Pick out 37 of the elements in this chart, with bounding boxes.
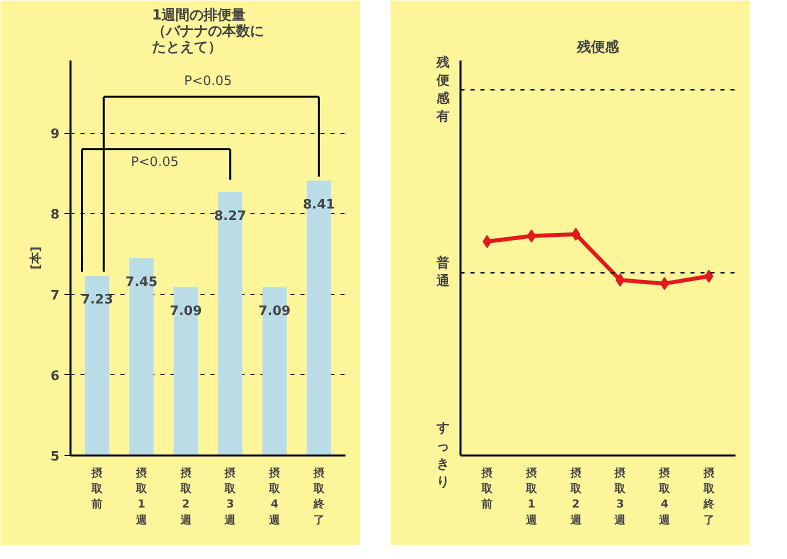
x-tick-label: 摂取3週 — [614, 466, 627, 526]
ref-line-label: 普通 — [436, 255, 450, 290]
x-tick-label: 摂取4週 — [658, 466, 672, 526]
chart-title: 残便感 — [576, 40, 620, 56]
point — [571, 228, 580, 241]
x-tick-label: 摂取2週 — [179, 466, 192, 526]
y-tick-label: 9 — [50, 127, 60, 142]
y-tick-label: 6 — [50, 368, 60, 384]
text: すっきり — [436, 421, 450, 490]
ref-line-label: 残便感有 — [436, 55, 450, 124]
x-tick-label: 摂取1週 — [524, 466, 538, 526]
x-tick-label: 摂取2週 — [569, 466, 582, 526]
point — [482, 235, 492, 248]
data-label: 7.09 — [258, 304, 291, 320]
data-label: 7.45 — [125, 275, 158, 290]
data-label: 7.23 — [81, 292, 114, 308]
point — [660, 277, 670, 290]
x-tick-label: 摂取前 — [90, 466, 104, 511]
point — [526, 230, 536, 243]
x-tick-label: 摂取終了 — [312, 466, 326, 526]
chart-title: 1週間の排便量（バナナの本数にたとえて） — [152, 8, 264, 56]
x-tick-label: 摂取3週 — [224, 466, 237, 526]
data-label: 8.41 — [302, 198, 335, 213]
x-tick-label: 摂取4週 — [268, 466, 282, 526]
point — [704, 270, 714, 283]
data-label: 8.27 — [214, 208, 246, 224]
point — [616, 274, 625, 287]
y-tick-label: 7 — [50, 288, 60, 304]
annotation: P<0.05 — [184, 74, 232, 89]
y-tick-label: 8 — [50, 208, 60, 223]
y-axis-title: [本] — [28, 246, 42, 270]
annotation: P<0.05 — [130, 155, 179, 170]
data-label: 7.09 — [170, 304, 202, 320]
y-tick-label: 5 — [50, 450, 60, 464]
x-tick-label: 摂取1週 — [134, 466, 148, 526]
x-tick-label: 摂取終了 — [702, 466, 716, 526]
x-tick-label: 摂取前 — [480, 466, 494, 511]
